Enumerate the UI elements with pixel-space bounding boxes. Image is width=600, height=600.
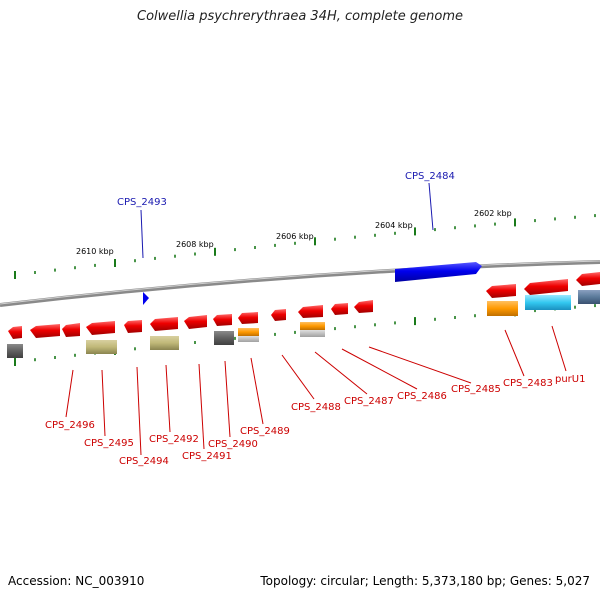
scale-label-2608: 2608 kbp: [176, 240, 214, 249]
scale-label-2604: 2604 kbp: [375, 221, 413, 230]
label-cps-2487[interactable]: CPS_2487: [344, 396, 394, 407]
map-title: Colwellia psychrerythraea 34H, complete …: [137, 9, 463, 24]
trna-feature-1[interactable]: [238, 328, 259, 336]
gene-cps-2484-forward[interactable]: [395, 262, 482, 282]
gene-cps-2488[interactable]: [213, 314, 232, 326]
gene-cps-2492[interactable]: [86, 321, 115, 335]
gene-cps-2495[interactable]: [30, 324, 60, 338]
label-cps-2493[interactable]: CPS_2493: [117, 197, 167, 208]
topology-text: Topology: circular; Length: 5,373,180 bp…: [260, 574, 590, 588]
label-cps-2492[interactable]: CPS_2492: [149, 434, 199, 445]
leader-cps-2484: [428, 182, 434, 231]
label-cps-2488[interactable]: CPS_2488: [291, 402, 341, 413]
trna-feature-2-sub[interactable]: [300, 330, 325, 337]
leader-cps-2493: [140, 209, 144, 259]
rna-feature-1[interactable]: [86, 340, 117, 354]
leader-cps-2485: [368, 346, 472, 384]
genome-backbone: [0, 260, 600, 307]
reverse-feature-track: [8, 272, 600, 339]
gene-cps-2485b[interactable]: [331, 303, 348, 315]
rna-feature-track: [7, 290, 600, 358]
gene-cps-2483[interactable]: [486, 284, 516, 298]
gene-edge-right[interactable]: [576, 272, 600, 286]
pseudo-feature-2[interactable]: [214, 331, 234, 345]
label-cps-2484[interactable]: CPS_2484: [405, 171, 455, 182]
label-cps-2489[interactable]: CPS_2489: [240, 426, 290, 437]
gene-purU1[interactable]: [524, 279, 568, 295]
rrna-feature-1[interactable]: [525, 295, 571, 310]
leader-cps-2494: [136, 366, 142, 456]
leader-cps-2486: [341, 348, 418, 390]
reverse-leader-lines: [65, 325, 567, 456]
leader-cps-2496: [65, 369, 74, 418]
gene-cps-2485c[interactable]: [354, 300, 373, 313]
leader-purU1: [551, 325, 567, 372]
leader-cps-2495: [101, 369, 106, 437]
gene-cps-2494[interactable]: [62, 323, 80, 337]
label-cps-2494[interactable]: CPS_2494: [119, 456, 169, 467]
label-cps-2491[interactable]: CPS_2491: [182, 451, 232, 462]
rna-feature-2[interactable]: [150, 336, 179, 350]
leader-cps-2490: [224, 360, 231, 438]
trna-feature-1-sub[interactable]: [238, 336, 259, 342]
leader-cps-2487: [314, 351, 368, 395]
leader-cps-2492: [165, 364, 171, 433]
gene-cps-2489[interactable]: [184, 315, 207, 329]
pseudo-feature-1[interactable]: [7, 344, 23, 358]
label-cps-2483[interactable]: CPS_2483: [503, 378, 553, 389]
forward-tick-track: [14, 214, 596, 279]
gene-cps-2491[interactable]: [124, 320, 142, 333]
leader-cps-2491: [198, 363, 205, 450]
accession-text: Accession: NC_003910: [8, 574, 145, 588]
label-purU1[interactable]: purU1: [555, 374, 585, 385]
scale-label-2602: 2602 kbp: [474, 209, 512, 218]
label-cps-2486[interactable]: CPS_2486: [397, 391, 447, 402]
forward-feature-track: [143, 262, 482, 305]
gene-cps-2496[interactable]: [8, 326, 22, 339]
label-cps-2495[interactable]: CPS_2495: [84, 438, 134, 449]
leader-cps-2489: [250, 357, 264, 425]
gene-cps-2487[interactable]: [238, 312, 258, 324]
leader-cps-2488: [281, 354, 315, 400]
gene-cps-2493-forward[interactable]: [143, 292, 149, 305]
label-cps-2496[interactable]: CPS_2496: [45, 420, 95, 431]
label-cps-2490[interactable]: CPS_2490: [208, 439, 258, 450]
genome-backbone-highlight: [0, 260, 600, 305]
trna-feature-2[interactable]: [300, 322, 325, 330]
gene-cps-2490[interactable]: [150, 317, 178, 331]
trna-feature-3[interactable]: [487, 301, 518, 316]
scale-label-2610: 2610 kbp: [76, 247, 114, 256]
misc-feature-1[interactable]: [578, 290, 600, 304]
leader-cps-2483: [504, 329, 525, 377]
gene-cps-2486[interactable]: [271, 309, 286, 321]
gene-cps-2485[interactable]: [298, 305, 323, 318]
label-cps-2485[interactable]: CPS_2485: [451, 384, 501, 395]
scale-label-2606: 2606 kbp: [276, 232, 314, 241]
